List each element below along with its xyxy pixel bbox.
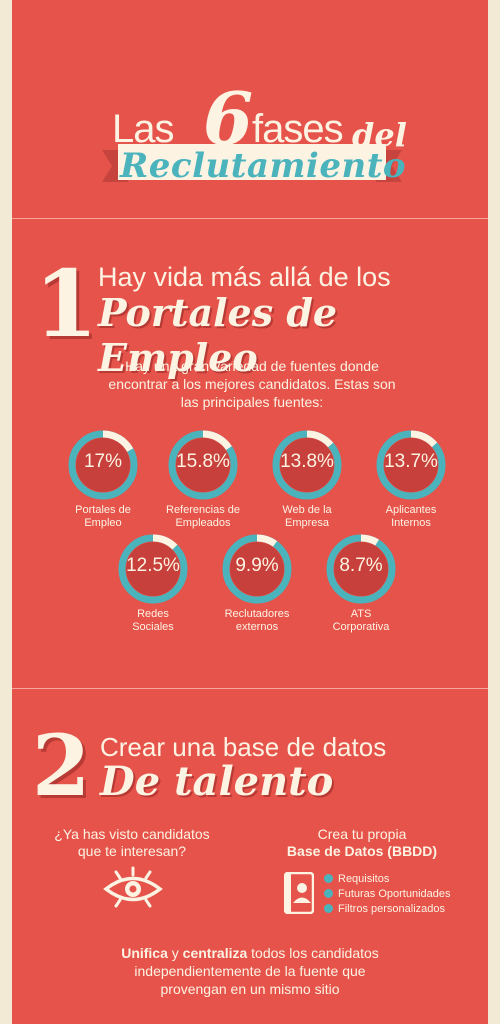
intro-line: encontrar a los mejores candidatos. Esta…	[108, 376, 396, 392]
ring-center	[334, 542, 388, 596]
stat-referencias: 15.8% Referencias de Empleados	[148, 430, 258, 530]
title-ribbon	[102, 140, 402, 186]
stat-label: Web de la Empresa	[252, 504, 362, 530]
ring-center	[280, 438, 334, 492]
stat-value: 15.8%	[176, 451, 230, 472]
ring-arc	[410, 430, 438, 448]
feature-label: Filtros personalizados	[338, 903, 445, 915]
stat-ring: 15.8%	[168, 430, 238, 500]
stat-ring: 9.9%	[222, 534, 292, 604]
stat-aplicantes: 13.7% Aplicantes Internos	[356, 430, 466, 530]
section-1-title-line1: Hay vida más allá de los	[98, 262, 391, 292]
stat-label-line: Sociales	[132, 621, 174, 633]
divider-middle	[12, 688, 488, 689]
stat-label-line: Internos	[391, 517, 431, 529]
summary-centraliza: centraliza	[182, 945, 248, 961]
summary-line: provengan en un mismo sitio	[160, 981, 340, 997]
section-1-title-line2: Portales de Empleo	[98, 290, 338, 380]
section-2-title-line2: De talento	[100, 758, 334, 805]
ring-center	[126, 542, 180, 596]
title-reclutamiento: Reclutamiento	[120, 146, 407, 186]
ring-center	[76, 438, 130, 492]
create-db-text: Crea tu propia Base de Datos (BBDD)	[272, 826, 452, 860]
stat-label: Aplicantes Internos	[356, 504, 466, 530]
intro-line: Hay una gran variedad de fuentes donde	[125, 358, 379, 374]
stat-ring: 12.5%	[118, 534, 188, 604]
feature-label: Futuras Oportunidades	[338, 888, 451, 900]
ring-arc	[256, 534, 278, 547]
stat-label-line: externos	[235, 621, 279, 633]
section-1-intro: Hay una gran variedad de fuentes donde e…	[102, 357, 402, 411]
stat-label-line: Redes	[137, 608, 169, 620]
stat-label: Redes Sociales	[98, 608, 208, 634]
stat-web: 13.8% Web de la Empresa	[252, 430, 362, 530]
stat-label-line: Reclutadores	[224, 608, 290, 620]
stat-ring: 13.7%	[376, 430, 446, 500]
stat-label-line: Web de la	[282, 504, 332, 516]
stat-value: 17%	[83, 451, 123, 472]
feature-item: Requisitos	[324, 872, 484, 886]
ring-arc	[202, 430, 232, 451]
ring-center	[384, 438, 438, 492]
address-book-icon	[283, 871, 315, 919]
feature-item: Futuras Oportunidades	[324, 887, 484, 901]
stat-ats: 8.7% ATS Corporativa	[306, 534, 416, 634]
stat-label-line: Portales de	[75, 504, 131, 516]
stat-label-line: ATS	[350, 608, 372, 620]
create-db-bold: Base de Datos (BBDD)	[286, 843, 438, 859]
section-2-number: 2	[32, 716, 91, 815]
bullet-dot	[324, 904, 333, 913]
divider-top	[12, 218, 488, 219]
stat-label-line: Referencias de	[166, 504, 240, 516]
stat-ring: 8.7%	[326, 534, 396, 604]
infographic-panel: Las 6 fases del Reclutamiento 1 Hay vida…	[12, 0, 488, 1024]
ring-arc	[306, 430, 334, 448]
summary-line: independientemente de la fuente que	[134, 963, 366, 979]
stat-value: 9.9%	[235, 555, 279, 576]
summary-unifica: Unifica	[121, 945, 168, 961]
intro-line: las principales fuentes:	[180, 394, 324, 410]
question-text: ¿Ya has visto candidatos que te interesa…	[42, 826, 222, 860]
stat-label-line: Empresa	[284, 517, 330, 529]
question-line: ¿Ya has visto candidatos	[54, 826, 210, 842]
section-1-number: 1	[34, 250, 99, 358]
stat-value: 13.8%	[280, 451, 334, 472]
stat-value: 8.7%	[339, 555, 383, 576]
stat-ring: 17%	[68, 430, 138, 500]
stat-redes: 12.5% Redes Sociales	[98, 534, 208, 634]
ring-arc	[102, 430, 134, 452]
summary-line: Unifica y centraliza todos los candidato…	[72, 944, 428, 962]
ring-arc	[360, 534, 379, 546]
bullet-dot	[324, 874, 333, 883]
ring-arc	[152, 534, 178, 550]
ring-center	[230, 542, 284, 596]
stat-ring: 13.8%	[272, 430, 342, 500]
stat-label-line: Aplicantes	[385, 504, 437, 516]
stat-label-line: Empleados	[175, 517, 231, 529]
stat-label-line: Corporativa	[332, 621, 390, 633]
stat-label: ATS Corporativa	[306, 608, 416, 634]
stat-label: Portales de Empleo	[48, 504, 158, 530]
question-line: que te interesan?	[77, 843, 187, 859]
stat-label: Referencias de Empleados	[148, 504, 258, 530]
bottom-summary: Unifica y centraliza todos los candidato…	[72, 944, 428, 998]
stat-value: 12.5%	[126, 555, 180, 576]
title-fases: fases	[252, 107, 344, 151]
bullet-dot	[324, 889, 333, 898]
create-db-line: Crea tu propia	[317, 826, 407, 842]
summary-rest: todos los candidatos	[247, 945, 379, 961]
feature-item: Filtros personalizados	[324, 902, 484, 916]
eye-icon	[102, 866, 164, 917]
ring-center	[176, 438, 230, 492]
stat-portales: 17% Portales de Empleo	[48, 430, 158, 530]
stat-reclutadores: 9.9% Reclutadores externos	[202, 534, 312, 634]
stat-label-line: Empleo	[84, 517, 122, 529]
summary-y: y	[167, 945, 183, 961]
stat-value: 13.7%	[384, 451, 438, 472]
section-2-title-line1: Crear una base de datos	[100, 732, 387, 762]
feature-label: Requisitos	[338, 873, 390, 885]
stat-label: Reclutadores externos	[202, 608, 312, 634]
title-las: Las	[112, 107, 174, 151]
